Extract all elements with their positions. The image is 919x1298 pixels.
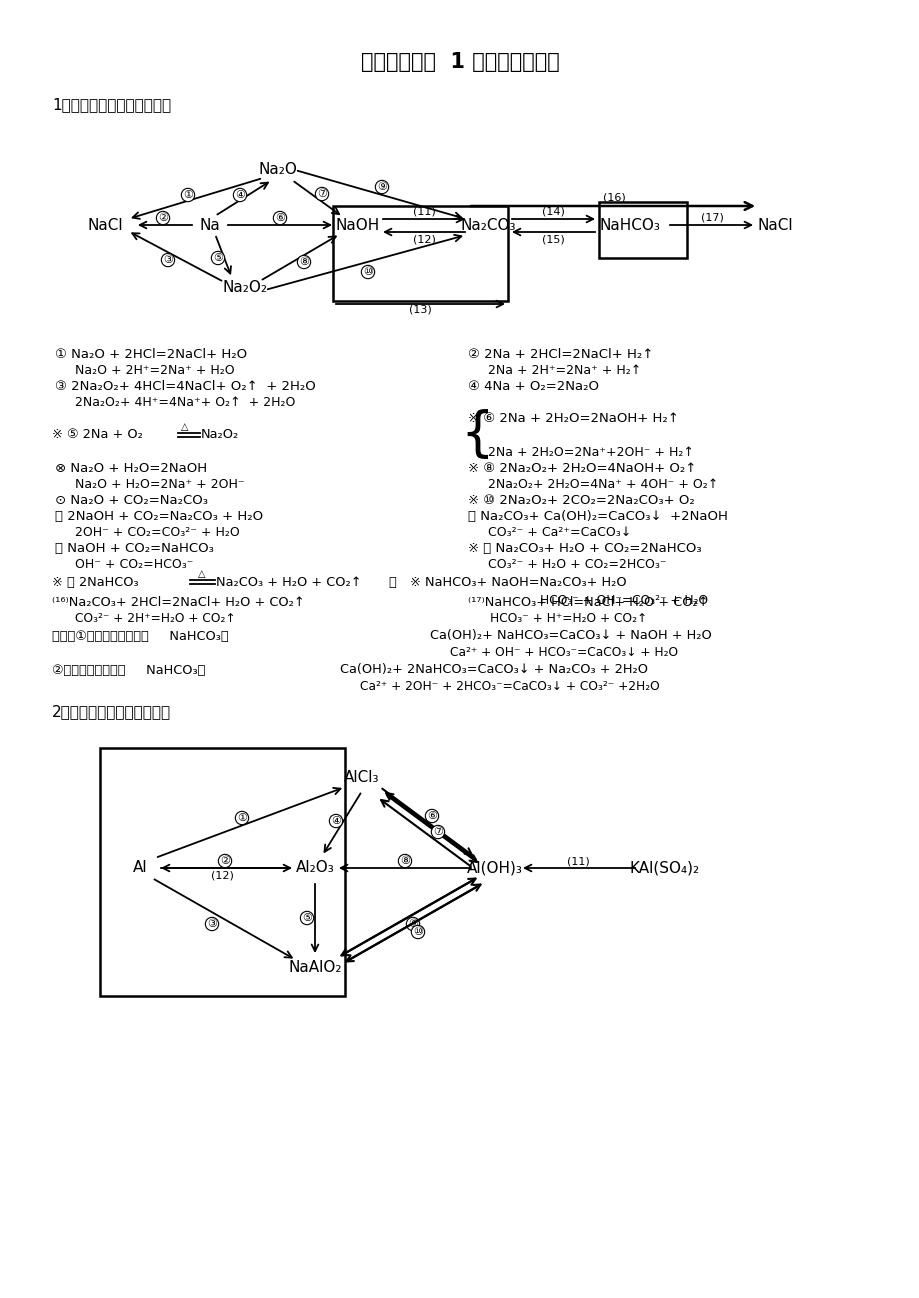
- Text: ※ ⑤ 2Na + O₂: ※ ⑤ 2Na + O₂: [52, 428, 142, 441]
- Text: ②: ②: [158, 213, 168, 223]
- Text: ⁽¹⁶⁾Na₂CO₃+ 2HCl=2NaCl+ H₂O + CO₂↑: ⁽¹⁶⁾Na₂CO₃+ 2HCl=2NaCl+ H₂O + CO₂↑: [52, 596, 304, 609]
- Text: 1、钠及其化合物的转化关系: 1、钠及其化合物的转化关系: [52, 97, 171, 113]
- Text: ⑧: ⑧: [400, 855, 410, 866]
- Text: ※ NaHCO₃+ NaOH=Na₂CO₃+ H₂O: ※ NaHCO₃+ NaOH=Na₂CO₃+ H₂O: [410, 575, 626, 588]
- Text: ③: ③: [163, 254, 173, 265]
- Text: ※ ⑧ 2Na₂O₂+ 2H₂O=4NaOH+ O₂↑: ※ ⑧ 2Na₂O₂+ 2H₂O=4NaOH+ O₂↑: [468, 462, 696, 475]
- Text: CO₃²⁻ + H₂O + CO₂=2HCO₃⁻: CO₃²⁻ + H₂O + CO₂=2HCO₃⁻: [487, 558, 665, 571]
- Text: 2Na₂O₂+ 2H₂O=4Na⁺ + 4OH⁻ + O₂↑: 2Na₂O₂+ 2H₂O=4Na⁺ + 4OH⁻ + O₂↑: [487, 478, 718, 491]
- Bar: [598, 202, 686, 258]
- Text: ⑥: ⑥: [426, 811, 437, 822]
- Text: ⑪ 2NaOH + CO₂=Na₂CO₃ + H₂O: ⑪ 2NaOH + CO₂=Na₂CO₃ + H₂O: [55, 510, 263, 523]
- Text: ① Na₂O + 2HCl=2NaCl+ H₂O: ① Na₂O + 2HCl=2NaCl+ H₂O: [55, 348, 247, 362]
- Text: (15): (15): [541, 234, 563, 244]
- Text: ※ ⑭ Na₂CO₃+ H₂O + CO₂=2NaHCO₃: ※ ⑭ Na₂CO₃+ H₂O + CO₂=2NaHCO₃: [468, 541, 701, 554]
- Text: 补充：①石灰水中加入少量     NaHCO₃：: 补充：①石灰水中加入少量 NaHCO₃：: [52, 630, 229, 643]
- Text: ※ ⑥ 2Na + 2H₂O=2NaOH+ H₂↑: ※ ⑥ 2Na + 2H₂O=2NaOH+ H₂↑: [468, 413, 678, 426]
- Text: CO₃²⁻ + 2H⁺=H₂O + CO₂↑: CO₃²⁻ + 2H⁺=H₂O + CO₂↑: [75, 611, 235, 624]
- Text: ①: ①: [183, 190, 193, 200]
- Text: Na₂O: Na₂O: [258, 162, 297, 178]
- Text: ② 2Na + 2HCl=2NaCl+ H₂↑: ② 2Na + 2HCl=2NaCl+ H₂↑: [468, 348, 652, 362]
- Text: Na₂CO₃: Na₂CO₃: [460, 218, 516, 232]
- Text: 2Na + 2H₂O=2Na⁺+2OH⁻ + H₂↑: 2Na + 2H₂O=2Na⁺+2OH⁻ + H₂↑: [487, 445, 693, 458]
- Text: NaOH: NaOH: [335, 218, 380, 232]
- Text: (13): (13): [408, 305, 431, 315]
- Text: 高中化学必修  1 化学方程式总结: 高中化学必修 1 化学方程式总结: [360, 52, 559, 71]
- Text: Al: Al: [132, 861, 147, 875]
- Text: (12): (12): [412, 234, 435, 244]
- Text: ⑤: ⑤: [213, 253, 222, 263]
- Text: (17): (17): [699, 213, 722, 223]
- Text: ⑨: ⑨: [407, 919, 417, 929]
- Text: ⑩: ⑩: [363, 267, 372, 276]
- Text: ⑤: ⑤: [301, 912, 312, 923]
- Text: Na₂O₂: Na₂O₂: [200, 428, 239, 441]
- Text: Al(OH)₃: Al(OH)₃: [467, 861, 522, 875]
- Text: ⊗ Na₂O + H₂O=2NaOH: ⊗ Na₂O + H₂O=2NaOH: [55, 462, 207, 475]
- Text: Na: Na: [199, 218, 221, 232]
- Text: ⑩: ⑩: [413, 927, 423, 937]
- Text: ②石灰水中加入过量     NaHCO₃：: ②石灰水中加入过量 NaHCO₃：: [52, 663, 205, 676]
- Text: 2、铝及其化合物的转化关系: 2、铝及其化合物的转化关系: [52, 705, 171, 719]
- Text: Na₂O + H₂O=2Na⁺ + 2OH⁻: Na₂O + H₂O=2Na⁺ + 2OH⁻: [75, 478, 244, 491]
- Text: Na₂O + 2H⁺=2Na⁺ + H₂O: Na₂O + 2H⁺=2Na⁺ + H₂O: [75, 365, 234, 378]
- Text: {: {: [460, 409, 494, 461]
- Text: Al₂O₃: Al₂O₃: [295, 861, 334, 875]
- Text: ⑬ NaOH + CO₂=NaHCO₃: ⑬ NaOH + CO₂=NaHCO₃: [55, 541, 213, 554]
- Text: (11): (11): [413, 206, 435, 217]
- Text: Na₂CO₃ + H₂O + CO₂↑: Na₂CO₃ + H₂O + CO₂↑: [216, 575, 361, 588]
- Text: OH⁻ + CO₂=HCO₃⁻: OH⁻ + CO₂=HCO₃⁻: [75, 558, 193, 571]
- Text: (11): (11): [566, 855, 589, 866]
- Text: (12): (12): [210, 870, 233, 880]
- Text: 2Na + 2H⁺=2Na⁺ + H₂↑: 2Na + 2H⁺=2Na⁺ + H₂↑: [487, 365, 641, 378]
- Text: ⑧: ⑧: [299, 257, 309, 267]
- Text: ⑥: ⑥: [275, 213, 285, 223]
- Bar: [100, 748, 345, 996]
- Text: HCO₃⁻ + OH⁻=CO₃²⁻ + H₂O: HCO₃⁻ + OH⁻=CO₃²⁻ + H₂O: [539, 593, 708, 606]
- Bar: [333, 206, 507, 301]
- Text: ⊙ Na₂O + CO₂=Na₂CO₃: ⊙ Na₂O + CO₂=Na₂CO₃: [55, 493, 208, 506]
- Text: KAl(SO₄)₂: KAl(SO₄)₂: [630, 861, 699, 875]
- Text: ※ ⑩ 2Na₂O₂+ 2CO₂=2Na₂CO₃+ O₂: ※ ⑩ 2Na₂O₂+ 2CO₂=2Na₂CO₃+ O₂: [468, 493, 694, 506]
- Text: Ca(OH)₂+ 2NaHCO₃=CaCO₃↓ + Na₂CO₃ + 2H₂O: Ca(OH)₂+ 2NaHCO₃=CaCO₃↓ + Na₂CO₃ + 2H₂O: [340, 663, 647, 676]
- Text: ③ 2Na₂O₂+ 4HCl=4NaCl+ O₂↑  + 2H₂O: ③ 2Na₂O₂+ 4HCl=4NaCl+ O₂↑ + 2H₂O: [55, 380, 315, 393]
- Text: (16): (16): [602, 193, 625, 202]
- Text: ※ ⑮ 2NaHCO₃: ※ ⑮ 2NaHCO₃: [52, 575, 139, 588]
- Text: Ca²⁺ + 2OH⁻ + 2HCO₃⁻=CaCO₃↓ + CO₃²⁻ +2H₂O: Ca²⁺ + 2OH⁻ + 2HCO₃⁻=CaCO₃↓ + CO₃²⁻ +2H₂…: [359, 679, 659, 693]
- Text: ④: ④: [234, 190, 244, 200]
- Text: ④: ④: [331, 816, 341, 826]
- Text: Na₂O₂: Na₂O₂: [222, 280, 267, 296]
- Text: AlCl₃: AlCl₃: [344, 771, 380, 785]
- Text: 或: 或: [388, 575, 395, 588]
- Text: Ca²⁺ + OH⁻ + HCO₃⁻=CaCO₃↓ + H₂O: Ca²⁺ + OH⁻ + HCO₃⁻=CaCO₃↓ + H₂O: [449, 645, 677, 658]
- Text: HCO₃⁻ + H⁺=H₂O + CO₂↑: HCO₃⁻ + H⁺=H₂O + CO₂↑: [490, 611, 647, 624]
- Text: 2Na₂O₂+ 4H⁺=4Na⁺+ O₂↑  + 2H₂O: 2Na₂O₂+ 4H⁺=4Na⁺+ O₂↑ + 2H₂O: [75, 396, 295, 409]
- Text: ⑦: ⑦: [317, 190, 326, 199]
- Text: ②: ②: [220, 855, 230, 866]
- Text: ⁽¹⁷⁾NaHCO₃+ HCl=NaCl+ H₂O + CO₂↑: ⁽¹⁷⁾NaHCO₃+ HCl=NaCl+ H₂O + CO₂↑: [468, 596, 708, 609]
- Text: ④ 4Na + O₂=2Na₂O: ④ 4Na + O₂=2Na₂O: [468, 380, 598, 393]
- Text: NaAlO₂: NaAlO₂: [288, 961, 341, 976]
- Text: NaCl: NaCl: [87, 218, 122, 232]
- Text: ③: ③: [207, 919, 217, 929]
- Text: Ca(OH)₂+ NaHCO₃=CaCO₃↓ + NaOH + H₂O: Ca(OH)₂+ NaHCO₃=CaCO₃↓ + NaOH + H₂O: [429, 630, 711, 643]
- Text: ⑦: ⑦: [433, 827, 443, 837]
- Text: 2OH⁻ + CO₂=CO₃²⁻ + H₂O: 2OH⁻ + CO₂=CO₃²⁻ + H₂O: [75, 526, 240, 539]
- Text: △: △: [198, 569, 206, 579]
- Text: CO₃²⁻ + Ca²⁺=CaCO₃↓: CO₃²⁻ + Ca²⁺=CaCO₃↓: [487, 526, 630, 539]
- Text: ⑨: ⑨: [377, 182, 387, 192]
- Text: ⑫ Na₂CO₃+ Ca(OH)₂=CaCO₃↓  +2NaOH: ⑫ Na₂CO₃+ Ca(OH)₂=CaCO₃↓ +2NaOH: [468, 510, 727, 523]
- Text: △: △: [181, 422, 188, 432]
- Text: NaHCO₃: NaHCO₃: [599, 218, 660, 232]
- Text: NaCl: NaCl: [756, 218, 792, 232]
- Text: (14): (14): [541, 206, 564, 217]
- Text: ①: ①: [237, 813, 246, 823]
